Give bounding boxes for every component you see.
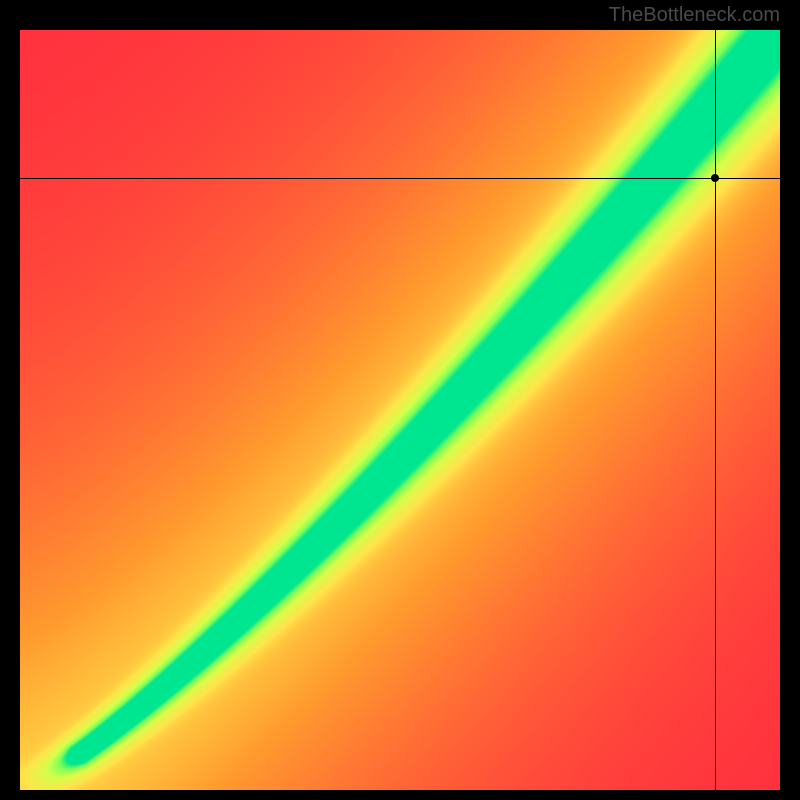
heatmap-canvas bbox=[20, 30, 780, 790]
marker-dot bbox=[711, 174, 719, 182]
vertical-guide-line bbox=[715, 30, 716, 790]
watermark-text: TheBottleneck.com bbox=[609, 4, 780, 27]
horizontal-guide-line bbox=[20, 178, 780, 179]
bottleneck-heatmap bbox=[20, 30, 780, 790]
